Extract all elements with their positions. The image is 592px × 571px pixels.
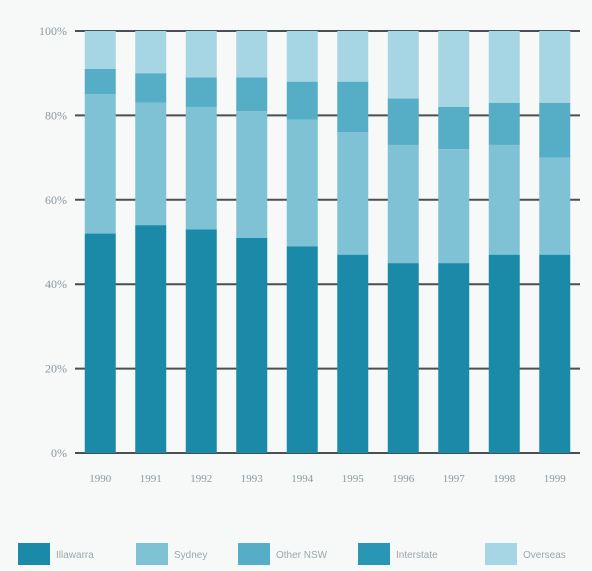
bar-segment-sydney xyxy=(186,107,217,229)
legend-swatch xyxy=(485,543,517,565)
x-tick-label: 1990 xyxy=(89,473,112,485)
bar-segment-overseas xyxy=(489,31,520,103)
bar-segment-overseas xyxy=(337,31,368,82)
bar-segment-other-nsw xyxy=(186,77,217,107)
bar-segment-other-nsw xyxy=(85,69,116,94)
bar-segment-other-nsw xyxy=(236,77,267,111)
bar-segment-overseas xyxy=(539,31,570,103)
x-tick-label: 1997 xyxy=(443,473,466,485)
bar-segment-sydney xyxy=(438,149,469,263)
bar-segment-illawarra xyxy=(135,225,166,453)
x-tick-label: 1994 xyxy=(291,473,314,485)
x-tick-label: 1993 xyxy=(241,473,264,485)
x-tick-label: 1999 xyxy=(544,473,567,485)
legend-swatch xyxy=(136,543,168,565)
legend-label: Other NSW xyxy=(276,550,328,561)
bar-segment-illawarra xyxy=(337,255,368,453)
legend-label: Overseas xyxy=(523,550,566,561)
y-tick-label: 80% xyxy=(45,108,67,122)
bar-segment-sydney xyxy=(236,111,267,238)
legend-label: Sydney xyxy=(174,550,207,561)
legend-label: Illawarra xyxy=(56,550,94,561)
bar-segment-overseas xyxy=(388,31,419,99)
bar-segment-other-nsw xyxy=(135,73,166,103)
bar-segment-sydney xyxy=(489,145,520,255)
y-tick-label: 0% xyxy=(51,446,67,460)
x-axis-ticks: 1990 1991 1992 1993 1994 1995 1996 1997 1998 1999 xyxy=(89,473,566,485)
bar-segment-overseas xyxy=(236,31,267,77)
bar-segment-other-nsw xyxy=(489,103,520,145)
bar-segment-other-nsw xyxy=(337,82,368,133)
y-axis-ticks: 0% 20% 40% 60% 80% 100% xyxy=(39,24,67,460)
bar-segment-other-nsw xyxy=(539,103,570,158)
bar-segment-illawarra xyxy=(539,255,570,453)
bar-segment-illawarra xyxy=(388,263,419,453)
legend-swatch xyxy=(238,543,270,565)
bar-segment-other-nsw xyxy=(388,99,419,145)
legend-label: Interstate xyxy=(396,550,438,561)
bar-segment-sydney xyxy=(287,120,318,247)
x-tick-label: 1998 xyxy=(493,473,516,485)
y-tick-label: 40% xyxy=(45,277,67,291)
bar-segment-illawarra xyxy=(236,238,267,453)
bar-segment-sydney xyxy=(539,158,570,255)
bar-segment-illawarra xyxy=(287,246,318,453)
y-tick-label: 60% xyxy=(45,193,67,207)
bar-segment-overseas xyxy=(135,31,166,73)
bar-segment-illawarra xyxy=(489,255,520,453)
bar-segment-other-nsw xyxy=(438,107,469,149)
bar-segment-other-nsw xyxy=(287,82,318,120)
bar-segment-sydney xyxy=(337,132,368,254)
y-tick-label: 100% xyxy=(39,24,67,38)
legend-swatch xyxy=(18,543,50,565)
bar-segment-overseas xyxy=(186,31,217,77)
bar-segment-sydney xyxy=(388,145,419,263)
bar-segment-illawarra xyxy=(438,263,469,453)
y-tick-label: 20% xyxy=(45,362,67,376)
bar-segment-overseas xyxy=(438,31,469,107)
legend: Illawarra Sydney Other NSW Interstate Overse… xyxy=(18,543,566,565)
bar-segment-illawarra xyxy=(186,229,217,453)
bar-segment-sydney xyxy=(135,103,166,225)
x-tick-label: 1992 xyxy=(190,473,212,485)
bar-segment-overseas xyxy=(85,31,116,69)
bars xyxy=(85,31,571,453)
legend-swatch xyxy=(358,543,390,565)
bar-segment-sydney xyxy=(85,94,116,233)
x-tick-label: 1995 xyxy=(342,473,365,485)
bar-segment-illawarra xyxy=(85,234,116,453)
bar-segment-overseas xyxy=(287,31,318,82)
x-tick-label: 1996 xyxy=(392,473,415,485)
x-tick-label: 1991 xyxy=(140,473,162,485)
